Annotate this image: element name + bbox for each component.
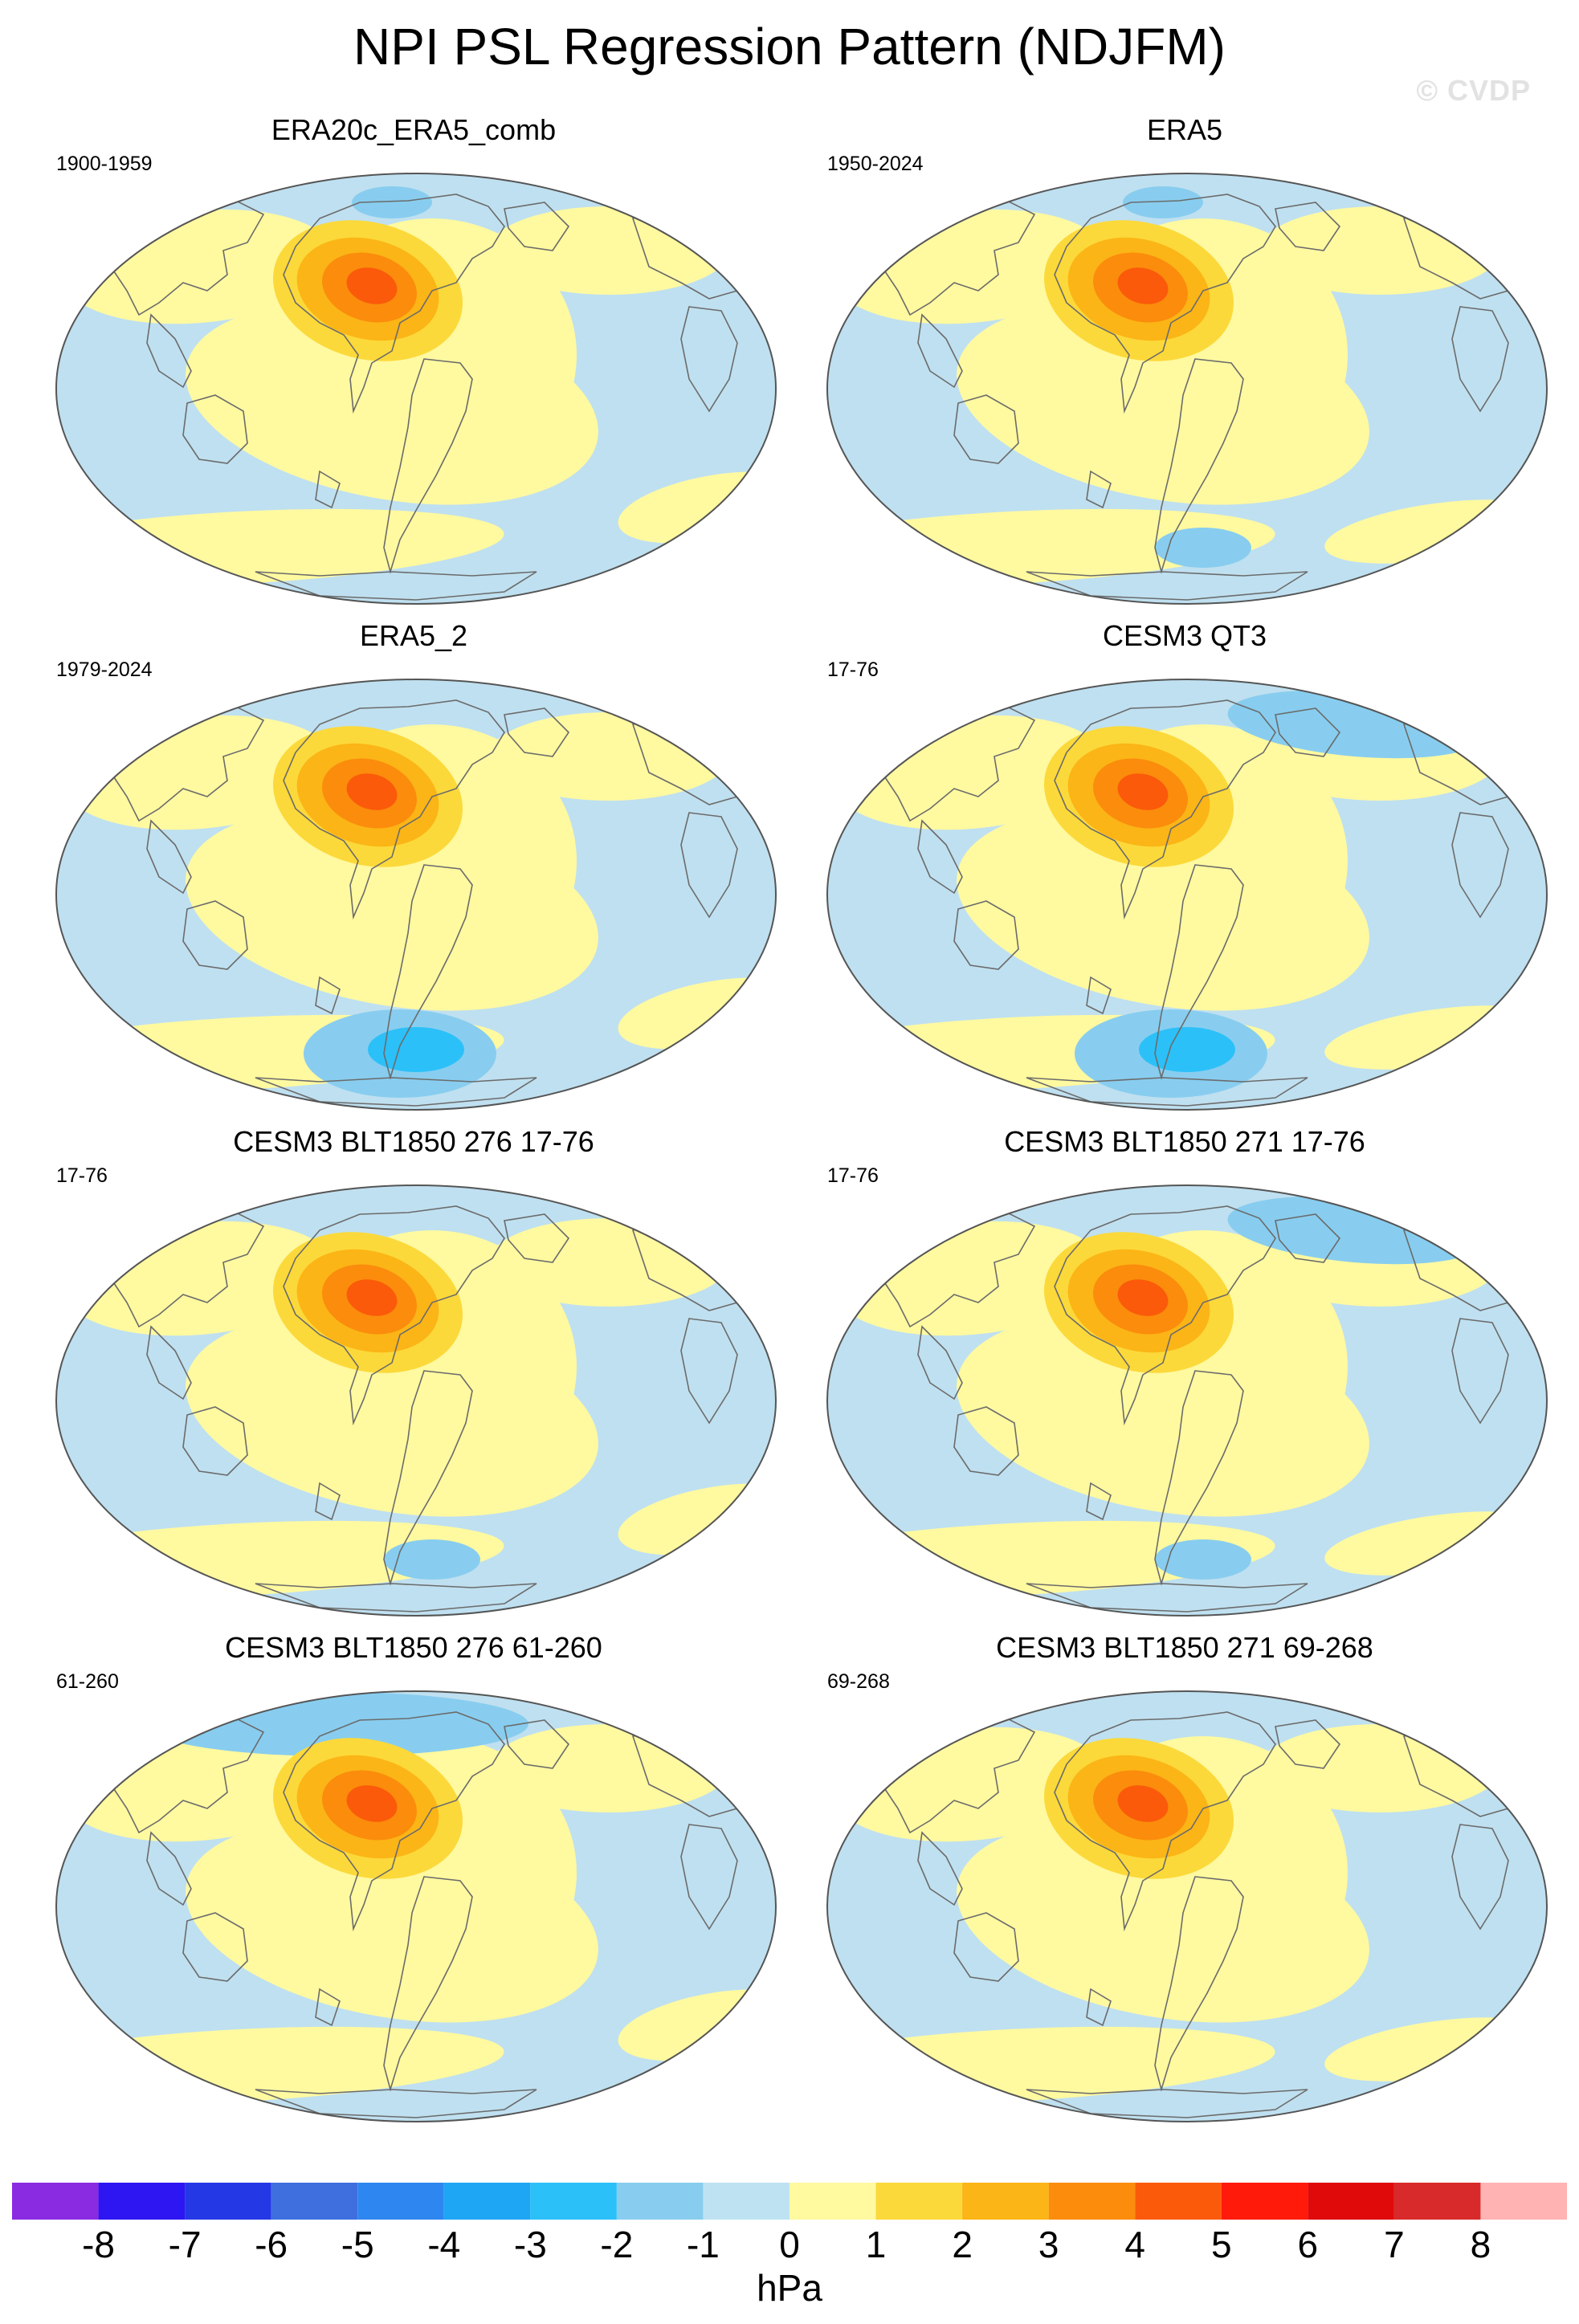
colorbar-swatch <box>443 2183 531 2220</box>
colorbar-swatch <box>98 2183 186 2220</box>
regression-map <box>826 173 1548 605</box>
panel-period: 1950-2024 <box>827 153 924 175</box>
colorbar-tick: -3 <box>513 2224 547 2265</box>
colorbar-unit: hPa <box>757 2267 822 2309</box>
panel-title: ERA20c_ERA5_comb <box>271 113 557 146</box>
watermark-text: © CVDP <box>1416 74 1531 107</box>
panel-period: 1900-1959 <box>56 153 153 175</box>
colorbar-tick: 7 <box>1384 2224 1405 2265</box>
panel-title: CESM3 BLT1850 271 17-76 <box>1004 1125 1365 1158</box>
colorbar-tick: 6 <box>1297 2224 1319 2265</box>
map-panel: CESM3 BLT1850 276 17-76 17-76 <box>48 1124 779 1638</box>
panel-title: ERA5_2 <box>359 619 468 652</box>
colorbar-swatch <box>875 2183 963 2220</box>
panel-period: 61-260 <box>56 1670 119 1693</box>
colorbar-swatch <box>530 2183 617 2220</box>
colorbar-swatch <box>703 2183 790 2220</box>
colorbar-swatch <box>357 2183 444 2220</box>
panel-period: 69-268 <box>827 1670 890 1693</box>
colorbar-tick: -6 <box>255 2224 288 2265</box>
regression-map <box>55 173 777 605</box>
panel-period: 17-76 <box>827 658 879 681</box>
regression-map <box>55 1690 777 2122</box>
regression-map <box>826 679 1548 1111</box>
colorbar-tick: -1 <box>686 2224 720 2265</box>
colorbar-swatch <box>1308 2183 1394 2220</box>
map-panel: CESM3 BLT1850 271 69-268 69-268 <box>819 1630 1550 2144</box>
map-panel: CESM3 BLT1850 276 61-260 61-260 <box>48 1630 779 2144</box>
map-panel: ERA5 1950-2024 <box>819 112 1550 626</box>
panel-title: CESM3 BLT1850 271 69-268 <box>996 1631 1373 1664</box>
regression-map <box>55 1184 777 1617</box>
colorbar-swatch <box>1221 2183 1308 2220</box>
colorbar-tick: 5 <box>1210 2224 1232 2265</box>
panel-title: CESM3 QT3 <box>1102 619 1267 652</box>
panel-period: 1979-2024 <box>56 658 153 681</box>
regression-map <box>55 679 777 1111</box>
colorbar-swatch <box>271 2183 358 2220</box>
figure-title: NPI PSL Regression Pattern (NDJFM) <box>353 18 1226 75</box>
colorbar-tick: 3 <box>1038 2224 1059 2265</box>
colorbar-tick: -4 <box>427 2224 461 2265</box>
colorbar-swatch <box>1135 2183 1222 2220</box>
colorbar-swatch <box>790 2183 876 2220</box>
map-panel: CESM3 BLT1850 271 17-76 17-76 <box>819 1124 1550 1638</box>
map-panel: CESM3 QT3 17-76 <box>819 618 1550 1132</box>
regression-map <box>826 1184 1548 1617</box>
colorbar-swatch <box>962 2183 1049 2220</box>
panel-title: CESM3 BLT1850 276 61-260 <box>225 1631 602 1664</box>
colorbar-swatch <box>185 2183 271 2220</box>
colorbar-tick: -5 <box>341 2224 374 2265</box>
colorbar-tick: 4 <box>1124 2224 1146 2265</box>
colorbar-tick-labels: -8 -7 -6 -5 -4 -3 -2 -1 0 1 2 3 4 5 6 7 8 <box>0 2223 1579 2271</box>
colorbar-tick: 0 <box>779 2224 800 2265</box>
colorbar-swatch <box>616 2183 704 2220</box>
panel-title: CESM3 BLT1850 276 17-76 <box>233 1125 594 1158</box>
colorbar-swatch <box>1393 2183 1481 2220</box>
colorbar-tick: 8 <box>1470 2224 1491 2265</box>
colorbar-tick: -7 <box>168 2224 202 2265</box>
colorbar-tick: 1 <box>865 2224 887 2265</box>
colorbar-swatch <box>1480 2183 1567 2220</box>
map-panel: ERA20c_ERA5_comb 1900-1959 <box>48 112 779 626</box>
map-panel: ERA5_2 1979-2024 <box>48 618 779 1132</box>
colorbar <box>12 2183 1567 2220</box>
panel-period: 17-76 <box>56 1164 108 1187</box>
colorbar-tick: 2 <box>952 2224 973 2265</box>
colorbar-tick: -2 <box>600 2224 634 2265</box>
panel-period: 17-76 <box>827 1164 879 1187</box>
regression-map <box>826 1690 1548 2122</box>
colorbar-tick: -8 <box>82 2224 115 2265</box>
panel-title: ERA5 <box>1146 113 1223 146</box>
colorbar-swatch <box>1048 2183 1136 2220</box>
colorbar-swatch <box>12 2183 99 2220</box>
